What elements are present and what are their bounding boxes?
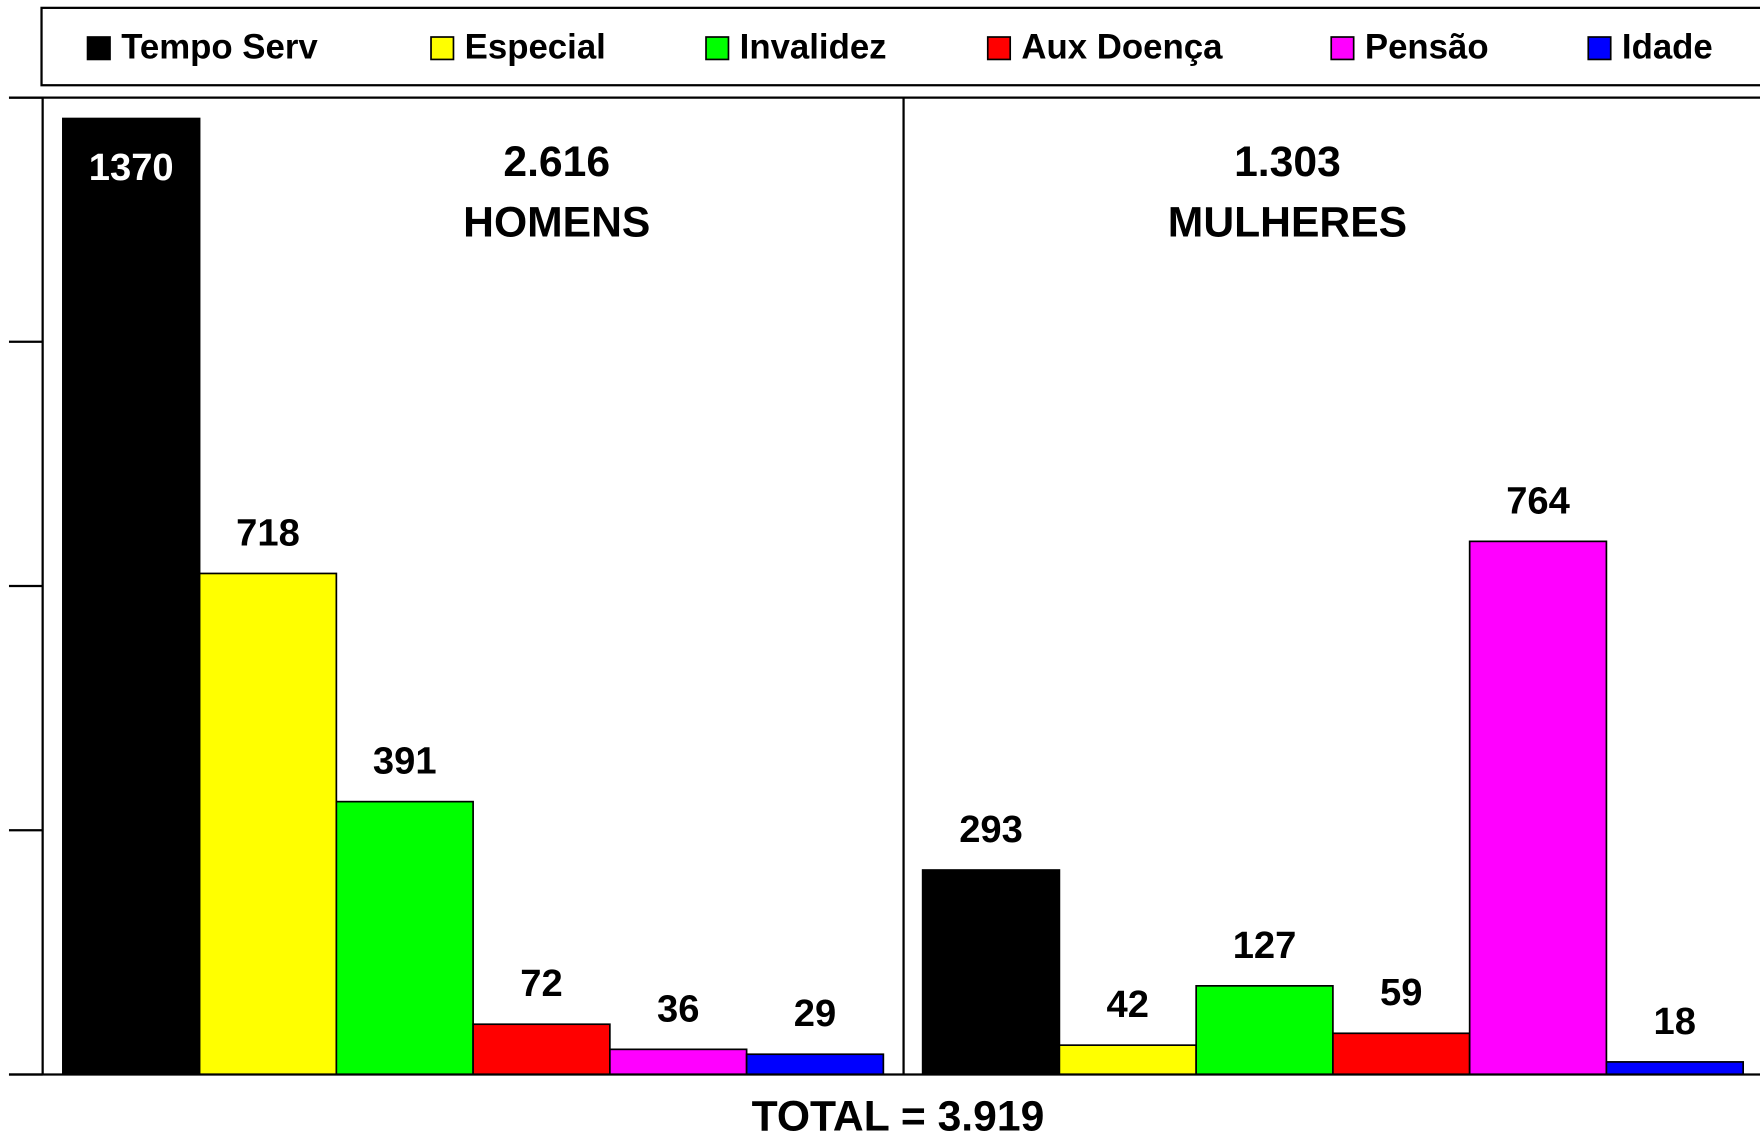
- group-label: HOMENS: [463, 199, 650, 247]
- value-label: 29: [794, 992, 836, 1035]
- value-label: 59: [1380, 971, 1422, 1014]
- legend-box: [40, 6, 1760, 87]
- value-label: 72: [520, 962, 562, 1005]
- bar: [198, 572, 338, 1076]
- value-label: 764: [1506, 479, 1570, 522]
- bar: [921, 869, 1061, 1076]
- legend-label: Invalidez: [740, 29, 887, 67]
- legend-swatch: [86, 36, 111, 61]
- bar: [62, 117, 201, 1076]
- total-annotation: TOTAL = 3.919: [752, 1093, 1045, 1141]
- bar: [1468, 540, 1608, 1076]
- value-label: 36: [657, 987, 699, 1030]
- bar: [1195, 985, 1334, 1076]
- group-label: MULHERES: [1168, 199, 1407, 247]
- group-total: 1.303: [1234, 138, 1341, 186]
- legend-label: Pensão: [1365, 29, 1489, 67]
- value-label: 18: [1654, 1000, 1696, 1043]
- legend-swatch: [705, 36, 730, 61]
- value-label: 293: [959, 808, 1023, 851]
- bar: [1332, 1032, 1471, 1076]
- legend-swatch: [986, 36, 1012, 61]
- value-label: 127: [1233, 924, 1297, 967]
- legend-label: Idade: [1622, 29, 1713, 67]
- legend-swatch: [1587, 36, 1612, 61]
- value-label: 1370: [89, 146, 174, 189]
- legend-swatch: [430, 36, 455, 61]
- value-label: 391: [373, 740, 437, 783]
- bar: [335, 800, 474, 1076]
- value-label: 718: [236, 511, 300, 554]
- legend-label: Especial: [465, 29, 606, 67]
- legend-label: Aux Doença: [1021, 29, 1223, 67]
- bar: [609, 1048, 748, 1076]
- bar: [472, 1023, 611, 1076]
- bar: [745, 1053, 885, 1076]
- value-label: 42: [1107, 983, 1149, 1026]
- legend-label: Tempo Serv: [121, 29, 318, 67]
- bar: [1605, 1061, 1745, 1076]
- legend-swatch: [1330, 36, 1355, 61]
- group-total: 2.616: [503, 138, 610, 186]
- bar: [1058, 1044, 1197, 1076]
